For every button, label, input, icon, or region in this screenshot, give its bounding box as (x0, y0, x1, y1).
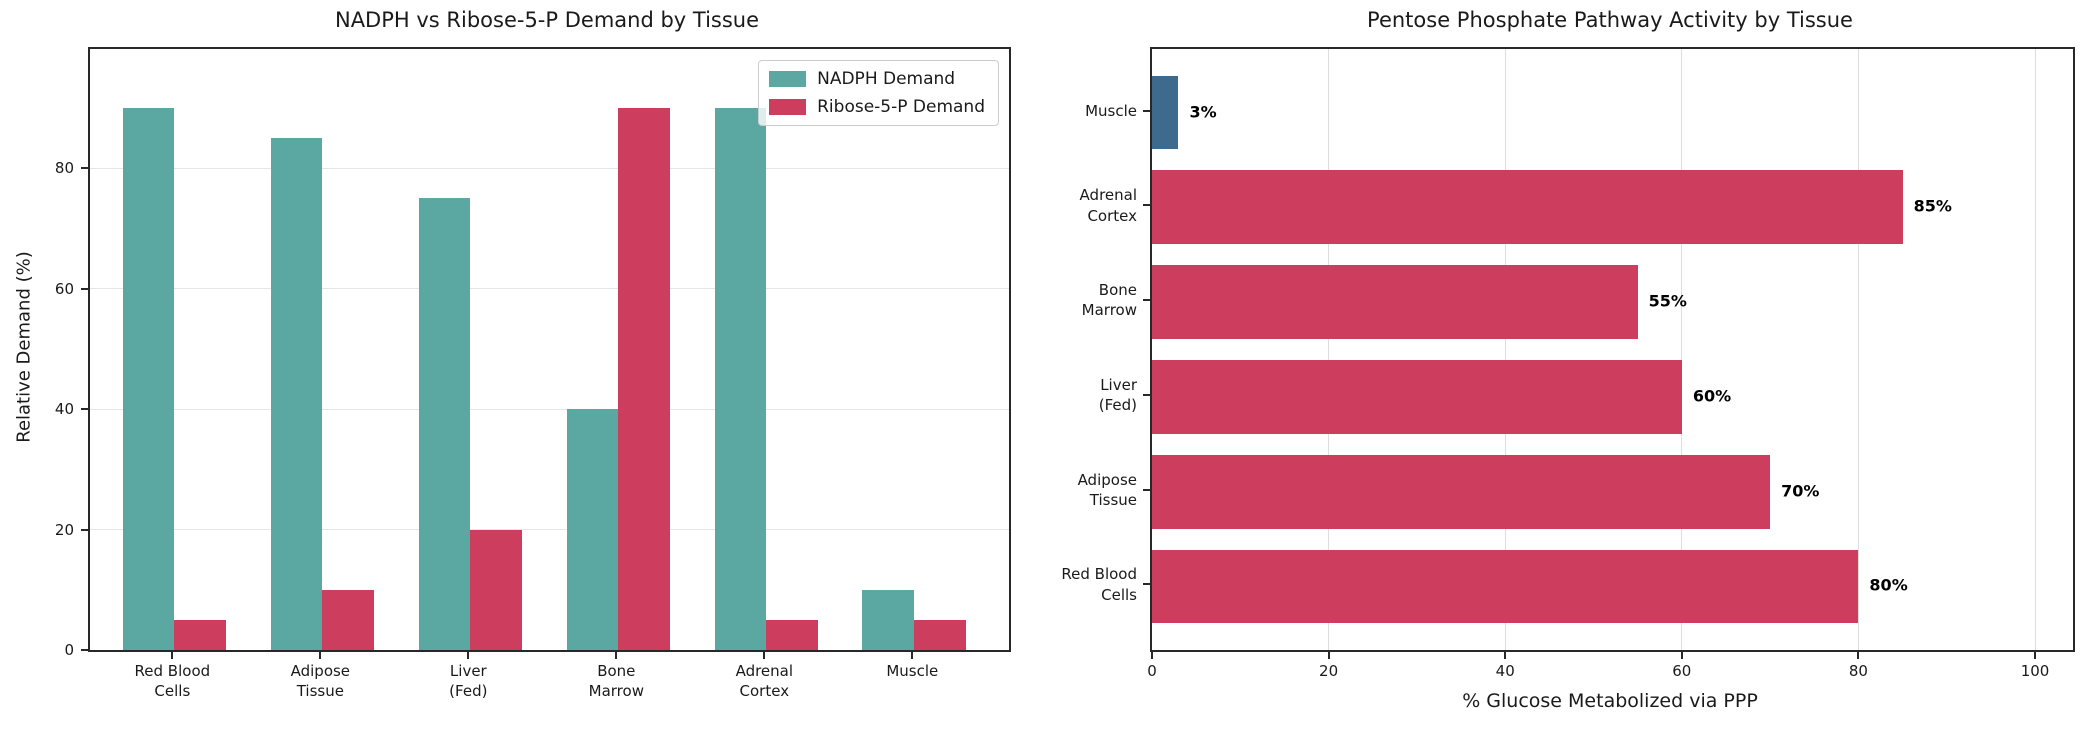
y-tick-label: 20 (54, 520, 74, 539)
x-tick-label-80: 80 (1848, 662, 1868, 680)
right-chart-title: Pentose Phosphate Pathway Activity by Ti… (1367, 8, 1853, 32)
x-tick-mark (1327, 652, 1330, 659)
y-tick-mark (81, 287, 88, 290)
gridline (1504, 49, 1506, 650)
y-tick-label-bone-marrow: Bone Marrow (1081, 280, 1137, 320)
gridline (90, 408, 1009, 410)
bar-nadph-demand-red-blood-cells (122, 108, 175, 650)
legend-label-ribose-5-p-demand: Ribose-5-P Demand (817, 97, 985, 117)
bar-nadph-demand-adipose-tissue (270, 138, 323, 650)
y-tick-mark (81, 408, 88, 411)
value-label-adrenal-cortex: 85% (1913, 196, 1952, 216)
y-tick-mark (81, 649, 88, 651)
legend-row-nadph-demand: NADPH Demand (769, 69, 985, 89)
value-label-red-blood-cells: 80% (1869, 575, 1908, 595)
bar-ribose-5-p-demand-adipose-tissue (322, 589, 375, 650)
bar-bone-marrow (1152, 265, 1638, 340)
bar-nadph-demand-bone-marrow (566, 409, 619, 650)
x-tick-label-muscle: Muscle (886, 662, 939, 680)
bar-adrenal-cortex (1152, 170, 1903, 245)
value-label-liver-fed: 60% (1692, 386, 1732, 406)
y-tick-label: 40 (54, 399, 74, 418)
y-tick-mark (1143, 299, 1150, 302)
y-tick-label-muscle: Muscle (1085, 101, 1137, 120)
x-tick-label-20: 20 (1319, 662, 1339, 680)
y-tick-label: 80 (54, 159, 74, 178)
gridline (90, 529, 1009, 531)
x-tick-mark (763, 652, 766, 659)
legend: NADPH Demand Ribose-5-P Demand (758, 60, 999, 126)
y-tick-label: 60 (54, 279, 74, 298)
bar-ribose-5-p-demand-liver-fed (470, 529, 523, 650)
y-tick-label-adrenal-cortex: Adrenal Cortex (1079, 186, 1137, 225)
left-y-axis-label: Relative Demand (%) (13, 251, 35, 443)
y-tick-mark (1143, 488, 1150, 491)
x-tick-label-adrenal-cortex: Adrenal Cortex (735, 662, 794, 701)
bar-red-blood-cells (1152, 549, 1859, 624)
x-tick-label-40: 40 (1495, 662, 1515, 680)
x-tick-mark (615, 652, 618, 659)
y-tick-label: 0 (64, 640, 74, 659)
bar-ribose-5-p-demand-adrenal-cortex (766, 619, 819, 650)
y-tick-label-liver-fed: Liver (Fed) (1098, 375, 1137, 414)
x-tick-mark (1680, 652, 1683, 659)
bar-ribose-5-p-demand-red-blood-cells (174, 619, 227, 650)
y-tick-mark (1143, 393, 1150, 396)
y-tick-mark (81, 167, 88, 170)
legend-swatch-ribose-5-p-demand (769, 99, 807, 115)
gridline (1857, 49, 1859, 650)
gridline (1328, 49, 1330, 650)
x-tick-label-adipose-tissue: Adipose Tissue (290, 662, 351, 701)
right-x-axis-label: % Glucose Metabolized via PPP (1462, 690, 1758, 712)
bar-muscle (1152, 75, 1179, 150)
x-tick-mark (171, 652, 174, 659)
bar-liver-fed (1152, 359, 1682, 434)
y-tick-mark (1143, 583, 1150, 586)
bar-nadph-demand-liver-fed (418, 198, 471, 650)
gridline (2034, 49, 2036, 650)
x-tick-mark (1504, 652, 1507, 659)
left-plot-area: NADPH Demand Ribose-5-P Demand (88, 47, 1011, 652)
right-chart-panel: Pentose Phosphate Pathway Activity by Ti… (1040, 0, 2082, 730)
y-tick-mark (1143, 109, 1150, 112)
x-tick-mark (1151, 652, 1153, 659)
legend-label-nadph-demand: NADPH Demand (817, 69, 956, 89)
bar-adipose-tissue (1152, 454, 1771, 529)
gridline (90, 288, 1009, 290)
x-tick-mark (1857, 652, 1860, 659)
value-label-adipose-tissue: 70% (1781, 481, 1820, 501)
left-chart-title: NADPH vs Ribose-5-P Demand by Tissue (334, 8, 760, 32)
y-tick-mark (1143, 204, 1150, 207)
y-tick-label-red-blood-cells: Red Blood Cells (1061, 565, 1137, 604)
x-tick-label-liver-fed: Liver (Fed) (449, 662, 488, 701)
x-tick-mark (319, 652, 322, 659)
y-tick-mark (81, 528, 88, 531)
value-label-muscle: 3% (1189, 102, 1217, 121)
y-tick-label-adipose-tissue: Adipose Tissue (1077, 470, 1137, 509)
legend-row-ribose-5-p-demand: Ribose-5-P Demand (769, 97, 985, 117)
x-tick-label-60: 60 (1672, 662, 1692, 680)
x-tick-label-red-blood-cells: Red Blood Cells (134, 662, 211, 701)
x-tick-mark (467, 652, 470, 659)
gridline (1681, 49, 1683, 650)
right-plot-area (1150, 47, 2075, 652)
x-tick-label-bone-marrow: Bone Marrow (588, 662, 644, 701)
legend-swatch-nadph-demand (769, 71, 807, 87)
x-tick-label-100: 100 (2020, 662, 2050, 680)
bar-ribose-5-p-demand-muscle (914, 619, 967, 650)
bar-nadph-demand-adrenal-cortex (714, 108, 767, 650)
bar-nadph-demand-muscle (862, 589, 915, 650)
gridline (90, 167, 1009, 169)
x-tick-label-0: 0 (1147, 662, 1157, 680)
value-label-bone-marrow: 55% (1648, 291, 1687, 311)
left-chart-panel: NADPH vs Ribose-5-P Demand by Tissue Rel… (0, 0, 1040, 730)
bar-ribose-5-p-demand-bone-marrow (618, 108, 671, 650)
x-tick-mark (911, 652, 914, 659)
x-tick-mark (2034, 652, 2037, 659)
